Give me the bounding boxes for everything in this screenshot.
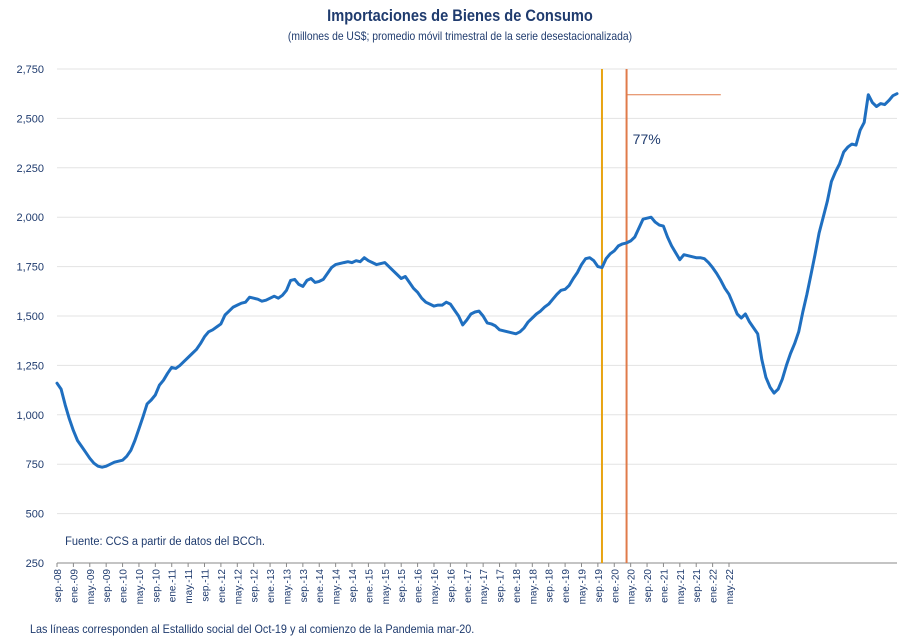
x-tick-label: may.-21	[676, 569, 687, 605]
x-tick-label: ene.-15	[364, 569, 375, 603]
x-tick-label: ene.-11	[168, 569, 179, 603]
x-tick-label: sep.-12	[250, 569, 261, 603]
x-tick-label: sep.-14	[348, 569, 359, 603]
y-tick-label: 2,250	[16, 163, 44, 175]
series-line	[55, 92, 899, 469]
x-tick-label: sep.-15	[397, 569, 408, 603]
x-tick-label: sep.-16	[446, 569, 457, 603]
x-tick-label: ene.-14	[315, 569, 326, 603]
x-tick-label: sep.-09	[102, 569, 113, 603]
y-tick-label: 2,000	[16, 212, 44, 224]
chart-footnote: Las líneas corresponden al Estallido soc…	[30, 622, 475, 636]
growth-annotation: 77%	[633, 131, 661, 147]
y-tick-label: 2,500	[16, 113, 44, 125]
x-tick-label: ene.-12	[217, 569, 228, 603]
source-note: Fuente: CCS a partir de datos del BCCh.	[65, 536, 265, 548]
x-tick-label: sep.-19	[594, 569, 605, 603]
x-tick-label: ene.-10	[119, 569, 130, 603]
x-tick-label: ene.-16	[414, 569, 425, 603]
x-tick-label: may.-17	[479, 569, 490, 605]
x-tick-label: may.-16	[430, 569, 441, 605]
y-tick-label: 750	[26, 459, 44, 471]
y-tick-label: 1,000	[16, 410, 44, 422]
x-tick-label: sep.-08	[53, 569, 64, 603]
x-tick-label: may.-11	[184, 569, 195, 604]
x-tick-label: may.-14	[332, 569, 343, 605]
x-tick-label: sep.-11	[201, 569, 212, 602]
y-tick-label: 1,500	[16, 311, 44, 323]
x-tick-label: ene.-17	[463, 569, 474, 603]
x-tick-label: sep.-10	[151, 569, 162, 603]
y-tick-label: 500	[26, 509, 44, 521]
x-tick-label: may.-20	[627, 569, 638, 605]
chart-subtitle: (millones de US$; promedio móvil trimest…	[287, 29, 633, 43]
x-tick-label: sep.-21	[692, 569, 703, 603]
x-tick-label: ene.-21	[659, 569, 670, 603]
x-tick-label: may.-13	[282, 569, 293, 605]
x-tick-label: ene.-13	[266, 569, 277, 603]
x-tick-label: may.-12	[233, 569, 244, 605]
x-tick-label: ene.-19	[561, 569, 572, 603]
x-tick-label: ene.-09	[69, 569, 80, 603]
y-tick-label: 250	[26, 558, 44, 570]
x-tick-label: sep.-20	[643, 569, 654, 603]
x-tick-label: sep.-17	[496, 569, 507, 603]
x-tick-label: may.-15	[381, 569, 392, 605]
x-tick-label: may.-22	[725, 569, 736, 605]
x-tick-label: ene.-18	[512, 569, 523, 603]
y-tick-label: 2,750	[16, 64, 44, 76]
y-tick-label: 1,250	[16, 360, 44, 372]
x-tick-label: may.-18	[528, 569, 539, 605]
x-tick-label: may.-10	[135, 569, 146, 605]
x-tick-label: ene.-20	[610, 569, 621, 603]
x-tick-label: ene.-22	[709, 569, 720, 603]
x-tick-label: sep.-13	[299, 569, 310, 603]
x-tick-label: may.-19	[577, 569, 588, 605]
chart-title: Importaciones de Bienes de Consumo	[327, 6, 593, 25]
x-tick-label: may.-09	[86, 569, 97, 605]
x-tick-label: sep.-18	[545, 569, 556, 603]
y-tick-label: 1,750	[16, 262, 44, 274]
line-chart: 250 500 750 1,000 1,250 1,500 1,750 2,000 2,250 2…	[16, 64, 899, 605]
